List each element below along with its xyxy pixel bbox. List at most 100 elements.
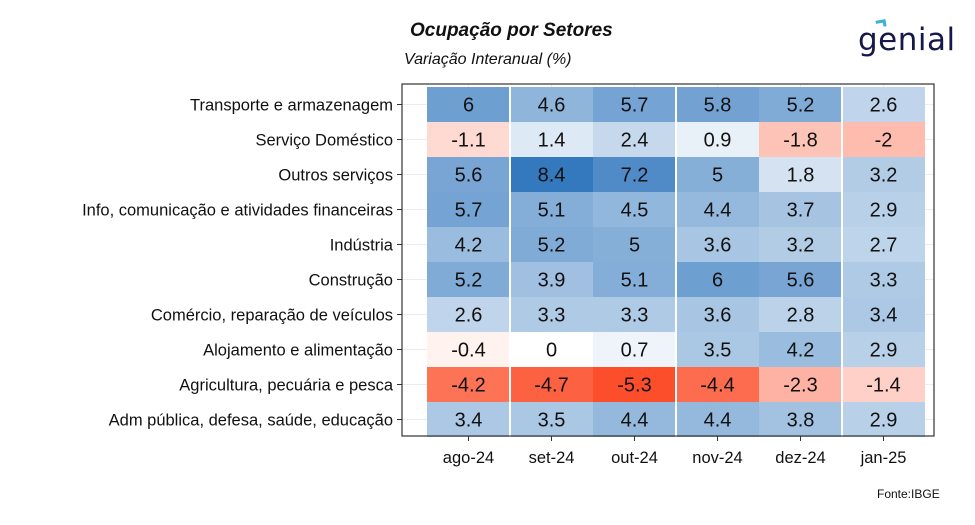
heatmap-cell	[842, 402, 925, 437]
cell-value-label: 6	[712, 270, 723, 292]
cell-value-label: 3.4	[870, 305, 898, 327]
cell-value-label: 3.6	[704, 235, 732, 257]
cell-value-label: 5.1	[621, 270, 649, 292]
x-tick-label: nov-24	[692, 449, 742, 467]
y-tick-label: Alojamento e alimentação	[203, 342, 393, 360]
cell-value-label: 2.6	[455, 305, 483, 327]
chart-title: Ocupação por Setores	[410, 20, 613, 41]
heatmap-cell	[510, 332, 593, 367]
heatmap-cell	[427, 227, 510, 262]
y-tick-label: Transporte e armazenagem	[190, 97, 393, 115]
cell-value-label: 4.5	[621, 200, 649, 222]
cell-value-label: 2.6	[870, 95, 898, 117]
cell-value-label: 0	[546, 340, 557, 362]
heatmap-cell	[593, 87, 676, 122]
cell-value-label: 3.9	[538, 270, 566, 292]
heatmap-cell	[676, 332, 759, 367]
y-tick-label: Info, comunicação e atividades financeir…	[82, 202, 393, 220]
heatmap-cell	[842, 367, 925, 402]
y-tick-label: Adm pública, defesa, saúde, educação	[109, 412, 393, 430]
heatmap-cell	[842, 157, 925, 192]
y-tick-label: Agricultura, pecuária e pesca	[179, 377, 394, 395]
heatmap-cell	[842, 227, 925, 262]
cell-value-label: 3.8	[787, 410, 815, 432]
heatmap-cell	[593, 227, 676, 262]
heatmap-cell	[842, 297, 925, 332]
cell-value-label: 2.9	[870, 340, 898, 362]
cell-value-label: -2	[875, 130, 893, 152]
cell-value-label: 3.3	[870, 270, 898, 292]
heatmap-cell	[427, 262, 510, 297]
heatmap-cell	[510, 227, 593, 262]
heatmap-cell	[510, 192, 593, 227]
heatmap-cell	[510, 367, 593, 402]
heatmap-cell	[427, 87, 510, 122]
cell-value-label: 5.7	[621, 95, 649, 117]
heatmap-cell	[676, 192, 759, 227]
heatmap-cell	[593, 297, 676, 332]
heatmap-cell	[759, 157, 842, 192]
heatmap-cell	[427, 157, 510, 192]
heatmap-cell	[593, 122, 676, 157]
heatmap-cell	[842, 332, 925, 367]
heatmap-cell	[759, 192, 842, 227]
heatmap-cell	[593, 367, 676, 402]
y-tick-label: Comércio, reparação de veículos	[151, 307, 393, 325]
heatmap-cell	[676, 157, 759, 192]
heatmap-cell	[593, 262, 676, 297]
cell-value-label: -4.2	[451, 375, 485, 397]
cell-value-label: 3.3	[538, 305, 566, 327]
panel-border	[401, 83, 935, 437]
x-tick-label: out-24	[611, 449, 658, 467]
cell-value-label: 2.9	[870, 200, 898, 222]
heatmap-cell	[842, 192, 925, 227]
heatmap-cell	[759, 122, 842, 157]
cell-value-label: 5.7	[455, 200, 483, 222]
cell-value-label: 5.6	[455, 165, 483, 187]
heatmap-cell	[427, 192, 510, 227]
genial-logo: genial	[858, 22, 956, 58]
heatmap-cell	[510, 87, 593, 122]
cell-value-label: 5	[629, 235, 640, 257]
cell-value-label: 3.6	[704, 305, 732, 327]
cell-value-label: 2.8	[787, 305, 815, 327]
heatmap-cell	[759, 297, 842, 332]
heatmap-cell	[427, 367, 510, 402]
heatmap-cell	[427, 402, 510, 437]
cell-value-label: 4.6	[538, 95, 566, 117]
cell-value-label: -4.7	[534, 375, 568, 397]
heatmap-cell	[510, 157, 593, 192]
cell-value-label: 3.2	[787, 235, 815, 257]
y-tick-label: Indústria	[330, 237, 394, 255]
cell-value-label: 6	[463, 95, 474, 117]
cell-value-label: 3.2	[870, 165, 898, 187]
cell-value-label: 5.2	[787, 95, 815, 117]
heatmap-cell	[759, 367, 842, 402]
y-tick-label: Serviço Doméstico	[255, 132, 393, 150]
cell-value-label: 4.2	[787, 340, 815, 362]
x-tick-label: jan-25	[860, 449, 907, 467]
heatmap-cell	[759, 227, 842, 262]
y-tick-label: Construção	[309, 272, 393, 290]
heatmap-cell	[676, 367, 759, 402]
heatmap-cell	[676, 297, 759, 332]
heatmap-cell	[676, 87, 759, 122]
cell-value-label: -1.1	[451, 130, 485, 152]
cell-value-label: 4.4	[621, 410, 649, 432]
cell-value-label: 3.5	[704, 340, 732, 362]
cell-value-label: 8.4	[538, 165, 566, 187]
heatmap-cell	[510, 122, 593, 157]
cell-value-label: 1.4	[538, 130, 566, 152]
heatmap-cell	[510, 297, 593, 332]
cell-value-label: 2.7	[870, 235, 898, 257]
heatmap-cell	[427, 122, 510, 157]
cell-value-label: -5.3	[617, 375, 651, 397]
cell-value-label: -1.4	[866, 375, 900, 397]
heatmap-cell	[510, 262, 593, 297]
cell-value-label: 2.9	[870, 410, 898, 432]
cell-value-label: -2.3	[783, 375, 817, 397]
source-note: Fonte:IBGE	[877, 487, 940, 501]
heatmap-cell	[427, 297, 510, 332]
heatmap-cell	[842, 122, 925, 157]
